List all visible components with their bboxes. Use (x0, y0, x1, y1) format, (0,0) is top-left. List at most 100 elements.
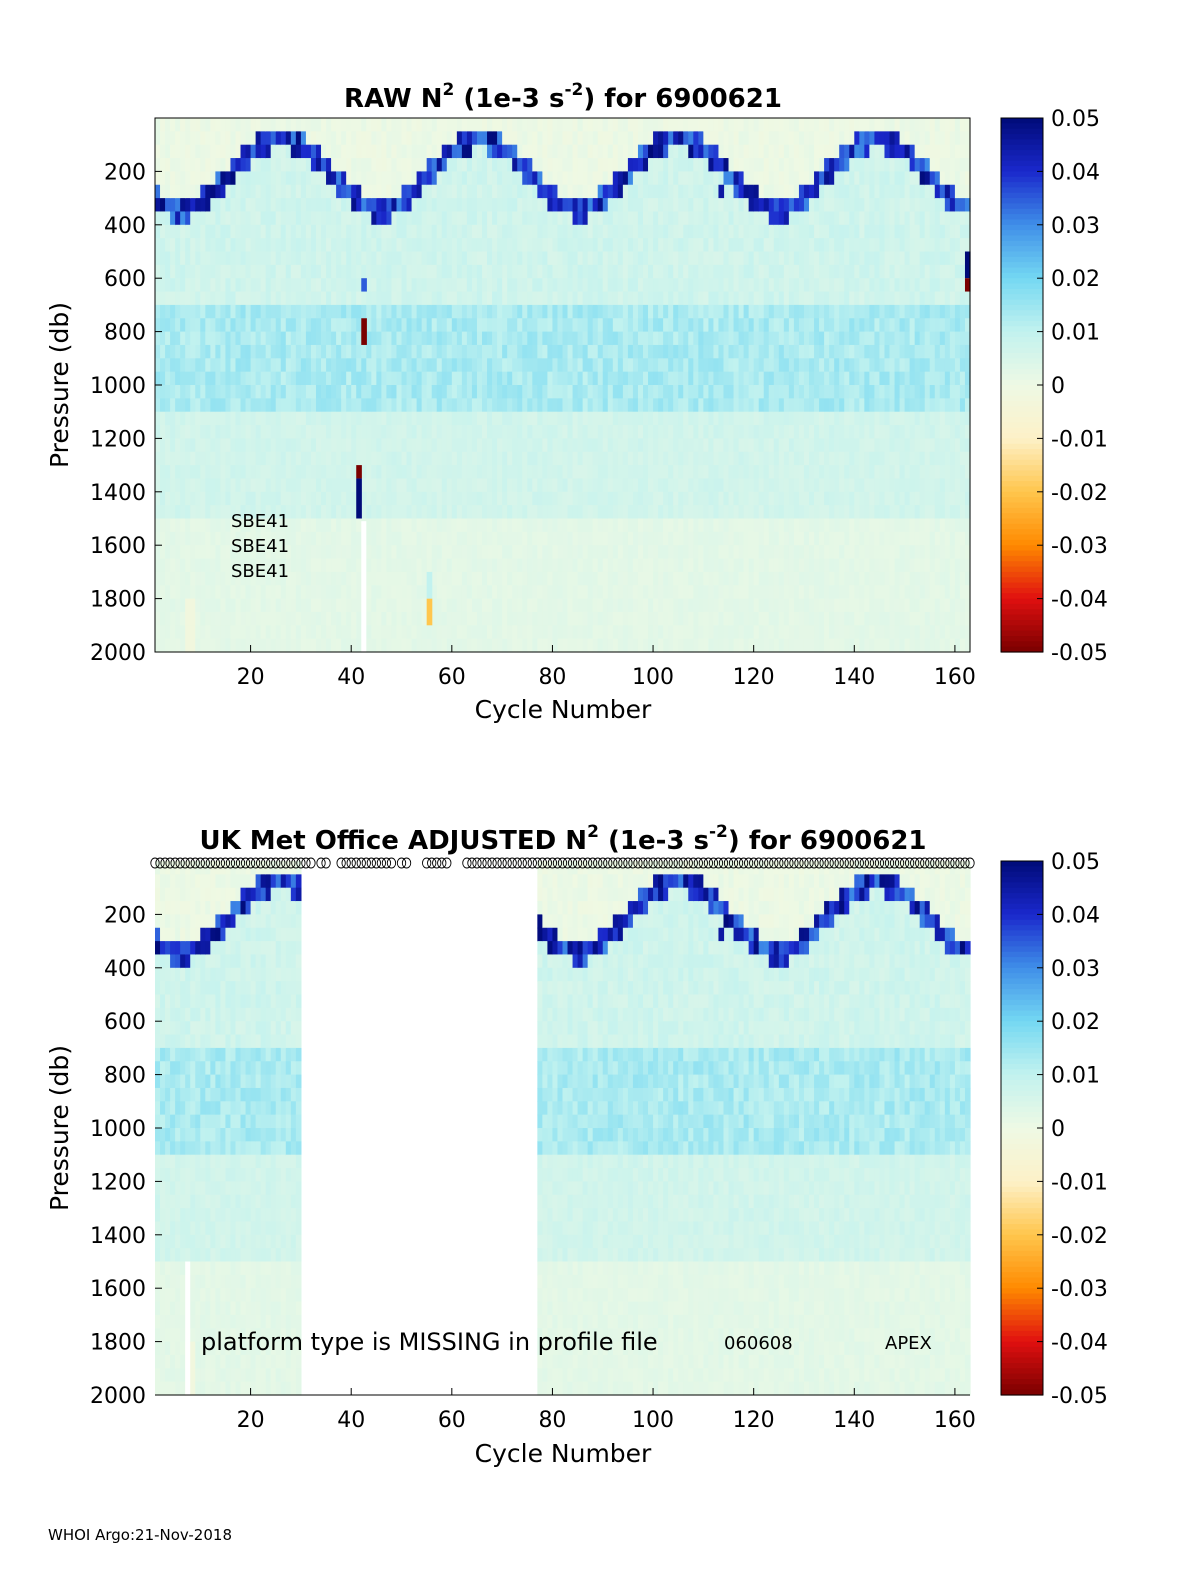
heatmap-cell (517, 465, 523, 480)
heatmap-cell (185, 131, 191, 146)
heatmap-cell (225, 425, 232, 439)
heatmap-cell (351, 611, 357, 626)
heatmap-cell (728, 598, 735, 613)
heatmap-cell (507, 344, 513, 359)
heatmap-cell (200, 158, 206, 172)
heatmap-cell (622, 171, 629, 186)
heatmap-cell (527, 171, 533, 186)
heatmap-cell (160, 625, 166, 640)
heatmap-cell (517, 598, 523, 613)
heatmap-cell (426, 291, 433, 306)
heatmap-cell (315, 238, 322, 253)
heatmap-cell (210, 558, 216, 573)
heatmap-cell (602, 278, 609, 293)
heatmap-cell (683, 451, 689, 466)
heatmap-cell (673, 545, 679, 560)
heatmap-cell (648, 478, 654, 493)
heatmap-cell (346, 171, 352, 186)
heatmap-cell (617, 465, 624, 480)
heatmap-cell (336, 518, 342, 533)
heatmap-cell (421, 438, 428, 453)
heatmap-cell (597, 451, 604, 466)
heatmap-cell (708, 411, 715, 426)
heatmap-cell (305, 451, 312, 466)
heatmap-cell (562, 465, 569, 480)
heatmap-cell (205, 318, 211, 333)
heatmap-cell (361, 251, 367, 266)
heatmap-cell (391, 291, 398, 306)
heatmap-cell (773, 531, 780, 546)
heatmap-cell (537, 385, 543, 399)
heatmap-cell (285, 291, 292, 306)
heatmap-cell (300, 371, 307, 386)
heatmap-cell (597, 158, 604, 172)
heatmap-cell (391, 585, 398, 600)
heatmap-cell (637, 625, 644, 640)
heatmap-cell (381, 251, 388, 266)
heatmap-cell (713, 385, 720, 399)
heatmap-cell (502, 451, 508, 466)
heatmap-cell (728, 198, 735, 213)
heatmap-cell (612, 571, 619, 586)
heatmap-cell (758, 251, 765, 266)
heatmap-cell (441, 171, 448, 186)
heatmap-cell (406, 478, 413, 493)
heatmap-cell (673, 171, 679, 186)
heatmap-cell (512, 158, 518, 172)
heatmap-cell (466, 385, 473, 399)
heatmap-cell (748, 585, 755, 600)
heatmap-cell (295, 371, 302, 386)
heatmap-cell (527, 451, 533, 466)
heatmap-cell (708, 278, 715, 293)
heatmap-cell (648, 131, 654, 146)
heatmap-cell (366, 291, 372, 306)
heatmap-cell (502, 331, 508, 346)
heatmap-cell (476, 625, 483, 640)
heatmap-cell (663, 371, 669, 386)
heatmap-cell (456, 158, 463, 172)
heatmap-cell (295, 438, 302, 453)
heatmap-cell (733, 331, 740, 346)
heatmap-cell (310, 331, 317, 346)
heatmap-cell (396, 518, 403, 533)
heatmap-cell (648, 598, 654, 613)
heatmap-cell (592, 585, 599, 600)
heatmap-cell (356, 598, 362, 613)
heatmap-cell (441, 358, 448, 373)
heatmap-cell (497, 545, 503, 560)
heatmap-cell (160, 398, 166, 413)
heatmap-cell (426, 158, 433, 172)
heatmap-cell (446, 371, 453, 386)
heatmap-cell (220, 358, 227, 373)
heatmap-cell (673, 331, 679, 346)
heatmap-cell (215, 318, 221, 333)
heatmap-cell (381, 238, 388, 253)
heatmap-cell (748, 411, 755, 426)
heatmap-cell (371, 238, 377, 253)
heatmap-cell (713, 358, 720, 373)
heatmap-cell (471, 611, 478, 626)
heatmap-cell (542, 478, 549, 493)
heatmap-cell (255, 264, 262, 279)
heatmap-cell (572, 571, 579, 586)
heatmap-cell (361, 425, 367, 439)
heatmap-cell (466, 211, 473, 226)
heatmap-cell (210, 291, 216, 306)
heatmap-cell (356, 331, 362, 346)
heatmap-cell (190, 291, 196, 306)
heatmap-cell (175, 571, 181, 586)
heatmap-cell (778, 331, 785, 346)
heatmap-cell (658, 264, 664, 279)
heatmap-cell (406, 438, 413, 453)
heatmap-cell (215, 344, 221, 359)
heatmap-cell (205, 598, 211, 613)
heatmap-cell (255, 158, 262, 172)
heatmap-cell (421, 451, 428, 466)
heatmap-cell (668, 131, 674, 146)
heatmap-cell (587, 371, 594, 386)
heatmap-cell (668, 184, 674, 199)
heatmap-cell (250, 598, 257, 613)
heatmap-cell (713, 638, 720, 653)
heatmap-cell (230, 198, 237, 213)
heatmap-cell (225, 371, 232, 386)
